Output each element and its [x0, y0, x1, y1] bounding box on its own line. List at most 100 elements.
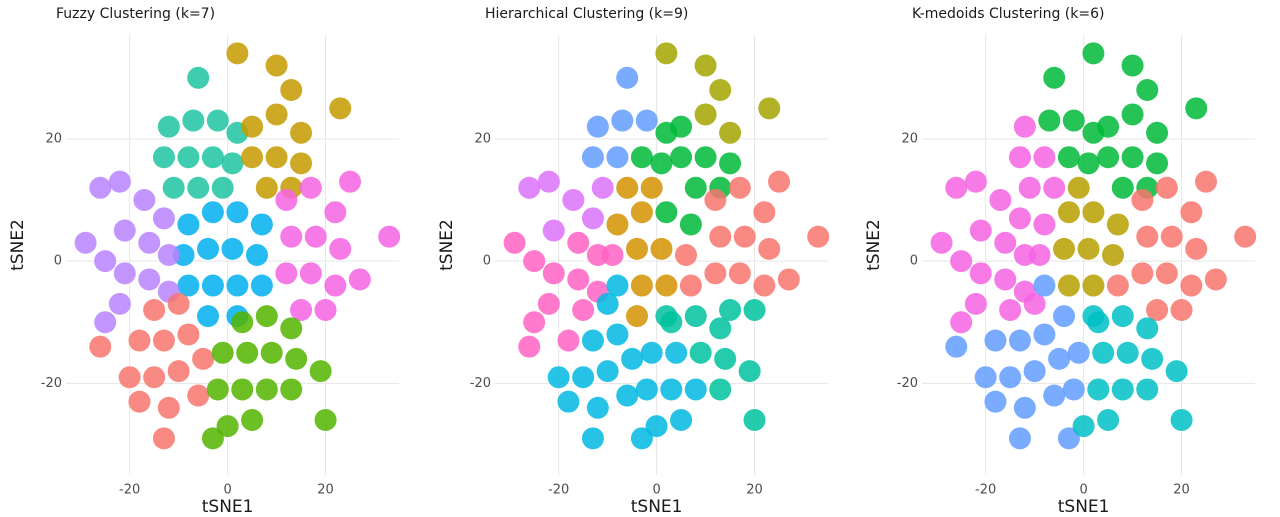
point	[621, 347, 644, 370]
point	[984, 390, 1007, 413]
point	[1136, 79, 1159, 101]
point	[201, 146, 224, 169]
point	[1082, 42, 1105, 65]
point	[616, 384, 639, 407]
point	[1165, 360, 1188, 383]
point	[1170, 299, 1193, 321]
x-tick-label: -20	[975, 483, 996, 498]
point	[275, 262, 298, 285]
point	[596, 292, 619, 315]
point	[665, 341, 688, 364]
point	[537, 170, 560, 193]
point	[572, 299, 595, 321]
point	[694, 146, 717, 169]
point	[1057, 274, 1080, 297]
point	[616, 66, 639, 89]
point	[606, 213, 629, 236]
point	[255, 305, 278, 328]
point	[74, 231, 97, 254]
point	[1092, 341, 1115, 364]
point	[177, 146, 200, 169]
point	[635, 378, 658, 401]
point	[660, 378, 683, 401]
y-tick-label: 0	[54, 254, 62, 269]
point	[969, 219, 992, 242]
point	[290, 152, 313, 175]
point	[596, 360, 619, 383]
point	[89, 176, 112, 199]
point	[694, 103, 717, 126]
point	[572, 366, 595, 389]
point	[1087, 378, 1110, 401]
point	[635, 109, 658, 132]
point	[1136, 225, 1159, 248]
point	[143, 299, 166, 321]
panel: K-medoids Clustering (k=6) -20 0 20 -20 0 20 tS…	[864, 6, 1257, 517]
point	[694, 54, 717, 77]
point	[1057, 146, 1080, 169]
point	[329, 97, 352, 120]
point	[241, 115, 264, 138]
point	[974, 366, 997, 389]
point	[999, 366, 1022, 389]
point	[1043, 176, 1066, 199]
point	[626, 237, 649, 260]
point	[537, 292, 560, 315]
point	[626, 305, 649, 328]
point	[733, 225, 756, 248]
point	[280, 225, 303, 248]
point	[630, 274, 653, 297]
x-tick-label: 0	[1079, 483, 1087, 498]
point	[241, 146, 264, 169]
x-tick-label: 0	[223, 483, 231, 498]
point	[1067, 176, 1090, 199]
point	[684, 378, 707, 401]
point	[1062, 378, 1085, 401]
point	[719, 152, 742, 175]
point	[304, 225, 327, 248]
point	[1101, 244, 1124, 266]
point	[1067, 341, 1090, 364]
point	[1155, 176, 1178, 199]
point	[704, 262, 727, 285]
point	[1062, 109, 1085, 132]
point	[1136, 317, 1159, 340]
point	[1136, 378, 1159, 401]
point	[581, 146, 604, 169]
point	[167, 292, 190, 315]
point	[1008, 146, 1031, 169]
point	[1097, 115, 1120, 138]
point	[1038, 109, 1061, 132]
point	[670, 409, 693, 431]
point	[177, 213, 200, 236]
point	[945, 335, 968, 358]
point	[1106, 274, 1129, 297]
point	[655, 274, 678, 297]
point	[630, 427, 653, 450]
point	[167, 360, 190, 383]
y-tick-label: 20	[45, 131, 62, 146]
point	[187, 176, 210, 199]
point	[994, 231, 1017, 254]
point	[280, 317, 303, 340]
x-axis-title: tSNE1	[202, 497, 254, 517]
point	[206, 109, 229, 132]
panel: Hierarchical Clustering (k=9) -20 0 20 -20 0 2…	[437, 6, 830, 517]
point	[567, 231, 590, 254]
point	[255, 176, 278, 199]
point	[108, 170, 131, 193]
point	[1234, 225, 1257, 248]
x-tick-label: -20	[119, 483, 140, 498]
point	[211, 176, 234, 199]
point	[1111, 176, 1134, 199]
point	[738, 360, 761, 383]
point	[684, 176, 707, 199]
point	[503, 231, 526, 254]
point	[758, 237, 781, 260]
point	[655, 42, 678, 65]
point	[1185, 97, 1208, 120]
point	[94, 311, 117, 334]
chart-title: Hierarchical Clustering (k=9)	[485, 6, 688, 22]
point	[1028, 244, 1051, 266]
point	[1146, 152, 1169, 175]
